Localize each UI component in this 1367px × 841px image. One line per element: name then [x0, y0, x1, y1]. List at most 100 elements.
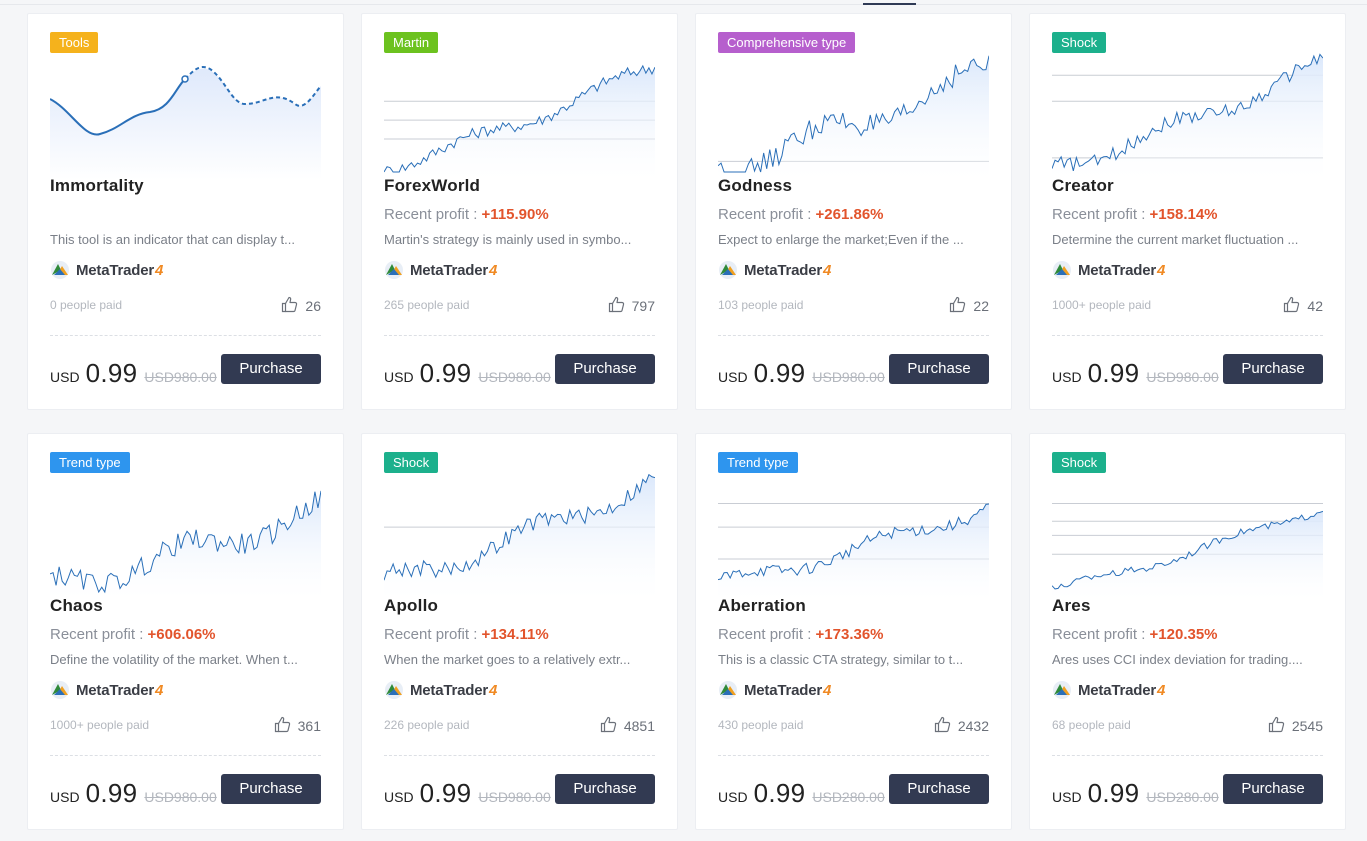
price: USD 0.99 USD280.00: [1052, 778, 1219, 809]
product-name[interactable]: Godness: [718, 176, 793, 195]
platform-name: MetaTrader: [410, 261, 489, 279]
purchase-button[interactable]: Purchase: [1223, 354, 1323, 384]
platform-version: 4: [823, 261, 832, 279]
price: USD 0.99 USD980.00: [718, 358, 885, 389]
product-description: Define the volatility of the market. Whe…: [50, 652, 298, 667]
product-name[interactable]: Immortality: [50, 176, 144, 195]
paid-count: 226 people paid: [384, 718, 470, 732]
recent-profit: Recent profit : +120.35%: [1052, 626, 1218, 643]
purchase-button[interactable]: Purchase: [555, 354, 655, 384]
recent-profit-label: Recent profit :: [384, 626, 482, 643]
thumbs-up-icon: [274, 716, 298, 736]
price-currency: USD: [718, 789, 748, 805]
platform-badge: MetaTrader 4: [384, 259, 497, 281]
metatrader-logo-icon: [1052, 260, 1072, 280]
platform-version: 4: [489, 681, 498, 699]
profit-area: [718, 503, 989, 600]
product-description: This tool is an indicator that can displ…: [50, 232, 295, 247]
product-card[interactable]: Trend type Chaos Recent profit : +606.06…: [27, 433, 344, 830]
like-button[interactable]: 26: [281, 296, 321, 316]
paid-count: 1000+ people paid: [1052, 298, 1152, 312]
top-divider: [0, 4, 1367, 5]
thumbs-up-icon: [934, 716, 958, 736]
like-button[interactable]: 2432: [934, 716, 989, 736]
original-price: USD980.00: [144, 789, 217, 805]
product-name[interactable]: Chaos: [50, 596, 103, 615]
product-name[interactable]: Creator: [1052, 176, 1114, 195]
product-card[interactable]: Shock Apollo Recent profit : +134.11% Wh…: [361, 433, 678, 830]
price: USD 0.99 USD980.00: [1052, 358, 1219, 389]
profit-chart-svg: [384, 473, 655, 600]
profit-chart-svg: [50, 66, 321, 180]
thumbs-up-icon: [1268, 716, 1292, 736]
thumbs-up-icon: [1283, 296, 1307, 316]
product-card[interactable]: Shock Ares Recent profit : +120.35% Ares…: [1029, 433, 1346, 830]
platform-badge: MetaTrader 4: [718, 679, 831, 701]
purchase-button[interactable]: Purchase: [1223, 774, 1323, 804]
profit-chart: [50, 34, 321, 180]
product-card[interactable]: Shock Creator Recent profit : +158.14% D…: [1029, 13, 1346, 410]
platform-badge: MetaTrader 4: [384, 679, 497, 701]
like-button[interactable]: 361: [274, 716, 321, 736]
paid-count: 265 people paid: [384, 298, 470, 312]
metatrader-logo-icon: [718, 260, 738, 280]
like-button[interactable]: 2545: [1268, 716, 1323, 736]
original-price: USD980.00: [478, 789, 551, 805]
dashed-divider: [50, 335, 321, 336]
wave-line: [50, 78, 186, 136]
profit-chart-svg: [718, 503, 989, 600]
recent-profit-label: Recent profit :: [718, 626, 816, 643]
original-price: USD980.00: [1146, 369, 1219, 385]
price: USD 0.99 USD980.00: [50, 778, 217, 809]
product-name[interactable]: ForexWorld: [384, 176, 481, 195]
profit-chart: [718, 454, 989, 600]
purchase-button[interactable]: Purchase: [221, 774, 321, 804]
like-count: 26: [305, 298, 321, 314]
price-amount: 0.99: [85, 358, 138, 388]
price: USD 0.99 USD280.00: [718, 778, 885, 809]
price-currency: USD: [384, 369, 414, 385]
product-description: Expect to enlarge the market;Even if the…: [718, 232, 964, 247]
purchase-button[interactable]: Purchase: [221, 354, 321, 384]
recent-profit-label: Recent profit :: [718, 206, 816, 223]
product-card[interactable]: Comprehensive type Godness Recent profit…: [695, 13, 1012, 410]
dashed-divider: [1052, 335, 1323, 336]
purchase-button[interactable]: Purchase: [889, 354, 989, 384]
platform-badge: MetaTrader 4: [1052, 679, 1165, 701]
profit-line: [718, 503, 989, 581]
profit-line: [1052, 53, 1323, 171]
recent-profit-value: +261.86%: [815, 206, 884, 223]
product-card[interactable]: Trend type Aberration Recent profit : +1…: [695, 433, 1012, 830]
like-button[interactable]: 797: [608, 296, 655, 316]
platform-version: 4: [155, 261, 164, 279]
profit-area: [50, 490, 321, 600]
product-card[interactable]: Tools Immortality Recent profit : This t…: [27, 13, 344, 410]
price-amount: 0.99: [419, 358, 472, 388]
platform-name: MetaTrader: [76, 261, 155, 279]
product-description: When the market goes to a relatively ext…: [384, 652, 631, 667]
product-description: Ares uses CCI index deviation for tradin…: [1052, 652, 1303, 667]
like-button[interactable]: 42: [1283, 296, 1323, 316]
platform-name: MetaTrader: [744, 681, 823, 699]
recent-profit-value: +606.06%: [147, 626, 216, 643]
thumbs-up-icon: [949, 296, 973, 316]
product-card[interactable]: Martin ForexWorld Recent profit : +115.9…: [361, 13, 678, 410]
price-amount: 0.99: [753, 778, 806, 808]
like-button[interactable]: 4851: [600, 716, 655, 736]
dashed-divider: [1052, 755, 1323, 756]
profit-line: [1052, 510, 1323, 590]
profit-chart: [718, 34, 989, 180]
product-name[interactable]: Ares: [1052, 596, 1091, 615]
profit-chart: [1052, 34, 1323, 180]
product-name[interactable]: Aberration: [718, 596, 806, 615]
platform-badge: MetaTrader 4: [50, 259, 163, 281]
price-amount: 0.99: [753, 358, 806, 388]
recent-profit-value: +173.36%: [815, 626, 884, 643]
purchase-button[interactable]: Purchase: [555, 774, 655, 804]
purchase-button[interactable]: Purchase: [889, 774, 989, 804]
paid-count: 1000+ people paid: [50, 718, 150, 732]
wave-area: [50, 68, 321, 180]
recent-profit-label: Recent profit :: [50, 626, 148, 643]
product-name[interactable]: Apollo: [384, 596, 439, 615]
like-button[interactable]: 22: [949, 296, 989, 316]
